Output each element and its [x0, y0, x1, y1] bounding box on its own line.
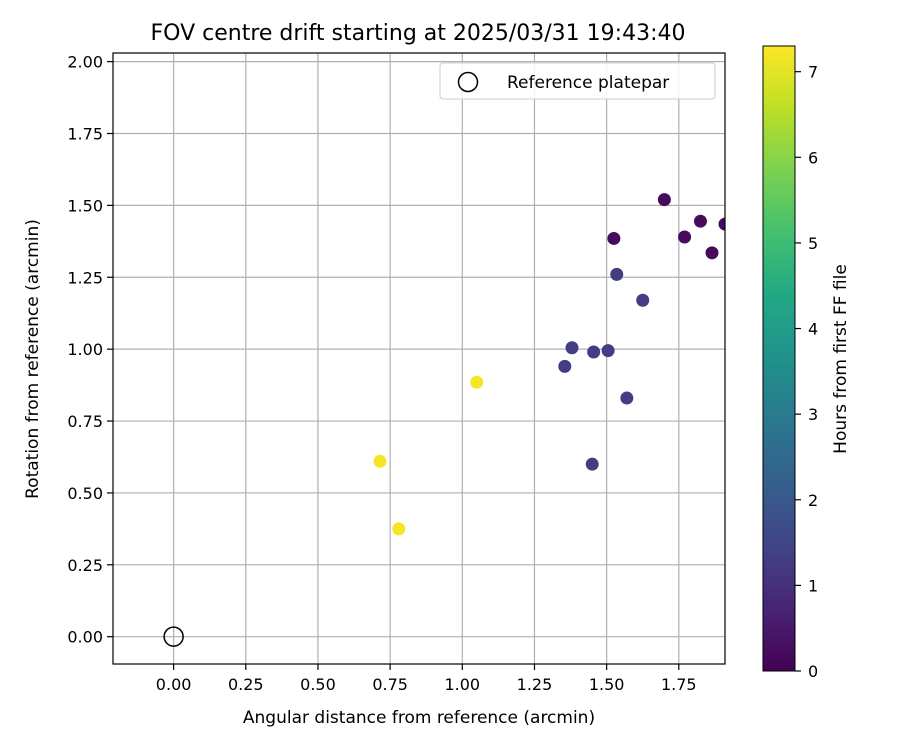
colorbar-tick-label: 5: [808, 234, 818, 253]
y-axis-label: Rotation from reference (arcmin): [23, 219, 43, 499]
x-tick-label: 1.25: [517, 675, 553, 694]
x-tick-label: 1.75: [661, 675, 697, 694]
colorbar-tick-label: 3: [808, 405, 818, 424]
y-tick-label: 0.00: [67, 628, 103, 647]
x-tick-label: 0.25: [228, 675, 264, 694]
legend-label: Reference platepar: [507, 73, 669, 93]
data-point: [620, 391, 634, 405]
legend-box: [439, 62, 716, 100]
colorbar: [762, 45, 796, 672]
data-point: [585, 457, 599, 471]
y-tick-label: 1.25: [67, 268, 103, 287]
x-tick-label: 0.50: [300, 675, 336, 694]
legend: Reference platepar: [439, 62, 716, 100]
colorbar-tick-label: 0: [808, 662, 818, 681]
chart-title: FOV centre drift starting at 2025/03/31 …: [151, 21, 686, 46]
data-point: [678, 230, 692, 244]
legend-marker-open-circle: [457, 71, 479, 93]
y-tick-label: 1.00: [67, 340, 103, 359]
plot-frame: [112, 52, 726, 665]
x-axis-label: Angular distance from reference (arcmin): [243, 708, 595, 728]
data-point: [718, 217, 725, 231]
reference-marker-group: [163, 626, 184, 647]
y-tick-label: 0.75: [67, 412, 103, 431]
data-point: [657, 193, 671, 207]
plot-background: [113, 53, 725, 664]
colorbar-tick-label: 2: [808, 491, 818, 510]
data-point: [587, 345, 601, 359]
x-tick-label: 0.00: [156, 675, 192, 694]
y-tick-label: 0.50: [67, 484, 103, 503]
y-tick-label: 1.50: [67, 196, 103, 215]
colorbar-tick-label: 7: [808, 63, 818, 82]
data-point: [373, 454, 387, 468]
data-point: [470, 375, 484, 389]
x-axis-ticks: 0.00 0.25 0.50 0.75 1.00 1.25 1.50 1.75: [156, 664, 697, 694]
x-tick-label: 1.50: [589, 675, 625, 694]
y-tick-label: 0.25: [67, 556, 103, 575]
x-tick-label: 0.75: [372, 675, 408, 694]
data-points: [373, 193, 725, 536]
grid-lines: [113, 53, 725, 664]
x-tick-label: 1.00: [444, 675, 480, 694]
colorbar-label: Hours from first FF file: [831, 264, 851, 454]
colorbar-ticks: 0 1 2 3 4 5 6 7: [795, 63, 818, 681]
data-point: [607, 231, 621, 245]
reference-platepar-marker: [163, 626, 184, 647]
data-point: [601, 344, 615, 358]
data-point: [565, 341, 579, 355]
data-point: [693, 214, 707, 228]
data-point: [610, 267, 624, 281]
y-axis-ticks: 0.00 0.25 0.50 0.75 1.00 1.25 1.50 1.75 2.00: [67, 53, 113, 647]
colorbar-tick-label: 1: [808, 576, 818, 595]
data-point: [705, 246, 719, 260]
y-tick-label: 2.00: [67, 53, 103, 72]
colorbar-tick-label: 4: [808, 320, 818, 339]
data-point: [392, 522, 406, 536]
data-point: [558, 359, 572, 373]
y-tick-label: 1.75: [67, 125, 103, 144]
data-point: [636, 293, 650, 307]
colorbar-tick-label: 6: [808, 148, 818, 167]
